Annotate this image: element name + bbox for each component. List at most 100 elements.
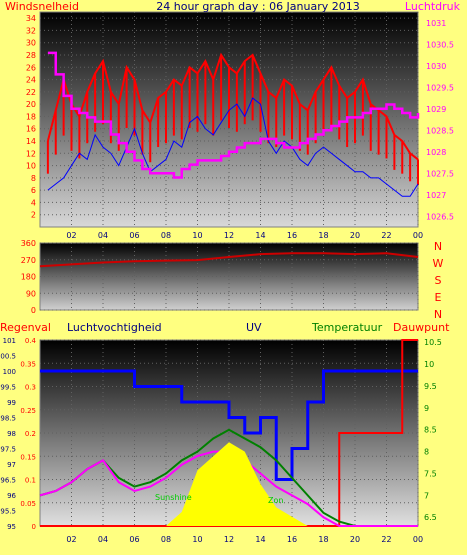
rain-tick-label: 0.2	[25, 430, 36, 438]
wind-speed-tick-label: 32	[26, 26, 36, 35]
wind-speed-tick-label: 24	[26, 76, 36, 85]
wind-speed-tick-label: 28	[26, 51, 36, 60]
time-tick-label: 20	[350, 231, 360, 240]
pressure-tick-label: 1027	[426, 191, 446, 200]
pressure-tick-label: 1030	[426, 62, 446, 71]
time-tick-label: 14	[255, 231, 265, 240]
temperature-tick-label: 6.5	[424, 513, 437, 522]
temperature-tick-label: 8.5	[424, 426, 437, 435]
humidity-tick-label: 101	[3, 337, 16, 345]
time-tick-label: 00	[413, 535, 423, 544]
wind-pressure-series	[46, 51, 420, 197]
rain-tick-label: 0.15	[20, 453, 36, 461]
temperature-tick-label: 9.5	[424, 382, 437, 391]
time-tick-label: 02	[66, 535, 76, 544]
pressure-axis: 1031 1030.5 1030 1029.5 1029 1028.5 1028 1027.5…	[426, 19, 454, 222]
pressure-tick-label: 1027.5	[426, 169, 454, 178]
wind-speed-tick-label: 10	[26, 162, 36, 171]
time-tick-label: 04	[98, 535, 108, 544]
temperature-axis: 10.5 10 9.5 9 8.5 8 7.5 7 6.5	[424, 338, 442, 522]
wind-direction-tick-label: 180	[21, 273, 36, 282]
compass-label: E	[435, 291, 442, 304]
compass-label: N	[434, 308, 442, 321]
climate-series-label: UV	[246, 321, 262, 334]
wind-speed-tick-label: 16	[26, 125, 36, 134]
time-tick-label: 10	[192, 535, 202, 544]
series-line-luchtdruk	[47, 51, 420, 179]
series-line-windsnelheid-gemiddeld	[47, 97, 419, 197]
temperature-tick-label: 9	[424, 404, 429, 413]
time-tick-label: 22	[381, 535, 391, 544]
humidity-tick-label: 98.5	[0, 415, 16, 423]
climate-series-label: Regenval	[0, 321, 51, 334]
humidity-axis: 101 100.5 100 99.5 99 98.5 98 97.5 97 96.5 96 95.5 9…	[0, 337, 17, 531]
humidity-tick-label: 96.5	[0, 477, 16, 485]
time-tick-label: 06	[129, 231, 139, 240]
wind-direction-tick-label: 360	[21, 239, 36, 248]
wind-speed-tick-label: 20	[26, 100, 36, 109]
wind-direction-tick-label: 90	[26, 289, 36, 298]
compass-label: S	[435, 274, 442, 287]
humidity-tick-label: 100.5	[0, 353, 16, 361]
rain-tick-label: 0.05	[20, 500, 36, 508]
time-tick-label: 12	[224, 231, 234, 240]
series-area-uv	[40, 442, 418, 526]
wind-speed-tick-label: 12	[26, 149, 36, 158]
time-tick-label: 08	[161, 535, 171, 544]
time-tick-label: 18	[318, 231, 328, 240]
rain-tick-label: 0	[32, 523, 36, 531]
compass-label: W	[433, 257, 444, 270]
time-tick-label: 02	[66, 231, 76, 240]
wind-speed-tick-label: 14	[26, 137, 36, 146]
humidity-tick-label: 99.5	[0, 384, 16, 392]
temperature-tick-label: 7	[424, 491, 429, 500]
wind-speed-tick-label: 18	[26, 112, 36, 121]
wind-direction-axis: 360 270 180 90 0	[21, 239, 36, 315]
wind-speed-tick-label: 22	[26, 88, 36, 97]
series-line-windsnelheid	[46, 52, 419, 161]
rain-tick-label: 0.1	[25, 477, 36, 485]
series-line-luchtvochtigheid	[40, 369, 418, 481]
wind-speed-tick-label: 30	[26, 39, 36, 48]
wind-direction-tick-label: 0	[31, 306, 36, 315]
humidity-tick-label: 98	[7, 430, 16, 438]
time-tick-label: 18	[318, 535, 328, 544]
time-tick-label: 16	[287, 535, 297, 544]
pressure-tick-label: 1031	[426, 19, 446, 28]
climate-series-label: Dauwpunt	[393, 321, 450, 334]
wind-speed-tick-label: 34	[26, 14, 36, 23]
pressure-tick-label: 1026.5	[426, 212, 454, 221]
temperature-tick-label: 10.5	[424, 338, 442, 347]
climate-series	[39, 339, 418, 527]
wind-speed-tick-label: 8	[31, 174, 36, 183]
chart-title: 24 hour graph day : 06 January 2013	[156, 0, 360, 13]
pressure-tick-label: 1029	[426, 105, 446, 114]
humidity-tick-label: 95.5	[0, 508, 16, 516]
temperature-tick-label: 7.5	[424, 469, 437, 478]
time-tick-label: 16	[287, 231, 297, 240]
pressure-tick-label: 1028.5	[426, 126, 454, 135]
temperature-tick-label: 10	[424, 360, 434, 369]
climate-series-label: Luchtvochtigheid	[67, 321, 162, 334]
humidity-tick-label: 100	[3, 368, 16, 376]
wind-speed-tick-label: 26	[26, 63, 36, 72]
time-tick-label: 14	[255, 535, 265, 544]
humidity-tick-label: 95	[7, 523, 16, 531]
sun-annotation: Zon	[268, 496, 283, 505]
wind-direction-tick-label: 270	[21, 256, 36, 265]
pressure-tick-label: 1029.5	[426, 83, 454, 92]
climate-series-label: Temperatuur	[311, 321, 383, 334]
wind-speed-tick-label: 2	[31, 211, 36, 220]
humidity-tick-label: 99	[7, 399, 16, 407]
rain-tick-label: 0.35	[20, 360, 36, 368]
wind-pressure-time-axis: 02 04 06 08 10 12 14 16 18 20 22 00	[66, 231, 423, 240]
humidity-tick-label: 97.5	[0, 446, 16, 454]
series-line-windrichting	[39, 252, 419, 268]
temperature-tick-label: 8	[424, 448, 429, 457]
time-tick-label: 06	[129, 535, 139, 544]
pressure-tick-label: 1028	[426, 148, 446, 157]
pressure-tick-label: 1030.5	[426, 40, 454, 49]
rain-tick-label: 0.3	[25, 384, 36, 392]
